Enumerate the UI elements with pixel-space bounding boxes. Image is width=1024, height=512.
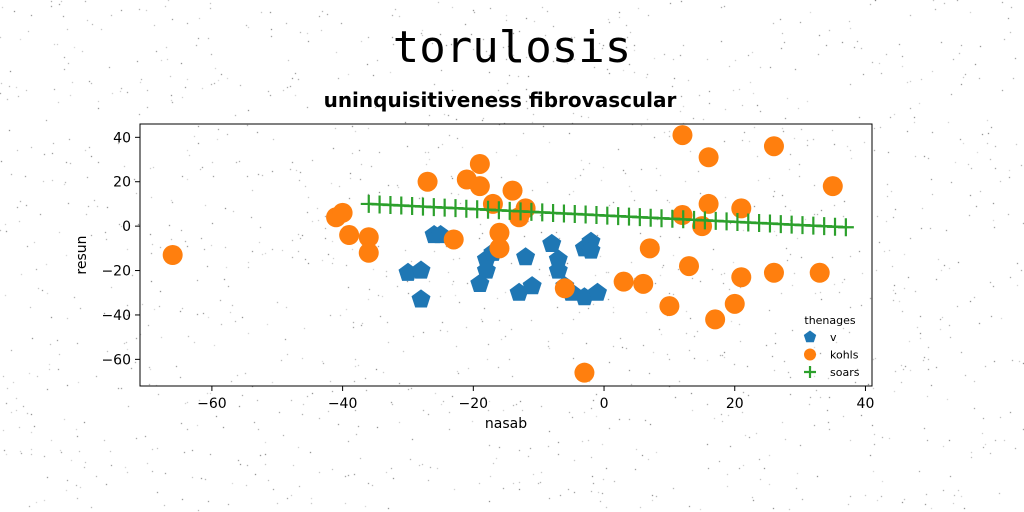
y-tick-label: 20 [113,175,131,191]
data-point [679,256,699,277]
data-point [705,309,726,330]
y-tick-label: −60 [101,352,131,368]
data-point [698,193,719,214]
data-point [515,198,536,219]
data-point [516,247,536,266]
data-point [522,276,542,295]
data-point [588,282,607,301]
data-point [554,278,575,299]
legend-item-soars: soars [804,366,860,379]
chart-title: torulosis [392,22,632,73]
data-point [411,260,431,279]
data-point [763,136,784,157]
x-tick-label: 0 [600,396,609,412]
legend-item-kohls: kohls [804,348,859,362]
y-tick-label: 0 [122,219,131,235]
data-point [358,227,379,248]
data-point [469,153,490,174]
y-tick-label: 40 [113,130,131,146]
data-point [332,202,353,223]
data-point [731,198,752,219]
data-point [837,218,854,237]
data-point [469,176,490,197]
legend-title: thenages [804,314,856,327]
legend-label: soars [830,366,860,379]
data-point [672,125,693,146]
legend-label: v [830,331,837,344]
x-axis: −60 −40 −20 0 20 40 [197,386,874,412]
data-point [339,225,360,246]
data-point [698,147,719,168]
legend-item-v: v [803,330,837,344]
data-point [443,229,464,250]
chart-subtitle: uninquisitiveness fibrovascular [323,88,677,112]
data-point [542,233,562,252]
data-point [509,282,529,301]
data-point [822,176,843,197]
series-v [398,225,607,308]
data-point [358,242,379,263]
data-point [411,289,431,308]
legend-marker [804,348,816,361]
x-axis-label: nasab [485,416,527,432]
data-point [574,362,595,383]
data-point [489,238,510,259]
data-point [502,180,523,201]
data-point [162,245,183,265]
x-tick-label: 40 [857,396,875,412]
y-tick-label: −20 [101,264,131,280]
legend-label: kohls [830,349,859,362]
x-tick-label: 20 [726,396,744,412]
data-point [613,271,634,292]
plot-area [162,125,854,383]
legend: thenages v kohls soars [803,314,860,379]
data-point [548,249,568,268]
x-tick-label: −60 [197,396,227,412]
x-tick-label: −20 [459,396,489,412]
y-tick-label: −40 [101,308,131,324]
data-point [489,222,510,243]
data-point [724,293,745,314]
data-point [763,262,784,283]
legend-marker [803,330,817,343]
y-axis-label: resun [74,235,90,274]
data-point [639,238,660,259]
y-axis: −60 −40 −20 0 20 40 [101,130,140,368]
legend-marker [804,366,816,378]
plot-frame [139,123,873,387]
data-point [731,267,752,288]
series-soars [360,194,854,237]
series-kohls [162,125,843,383]
data-point [548,260,568,279]
data-point [417,171,438,192]
data-point [809,262,830,283]
data-point [581,240,601,259]
data-point [659,296,680,317]
data-point [633,273,654,294]
x-tick-label: −40 [328,396,358,412]
